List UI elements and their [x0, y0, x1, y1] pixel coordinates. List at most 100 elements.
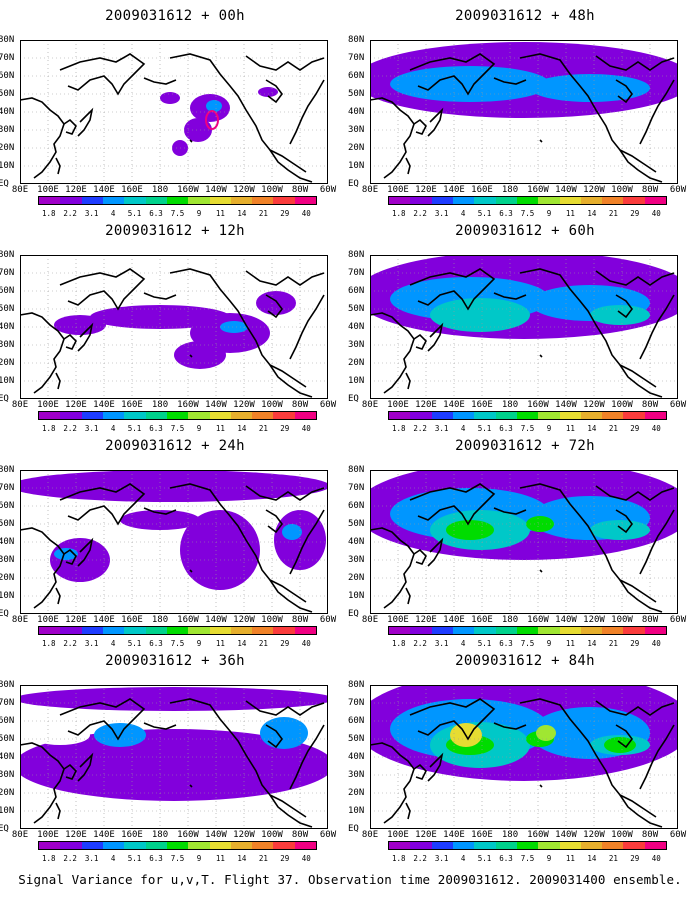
coastline: [619, 794, 663, 828]
map-panel: 2009031612 + 48h 80N 70N 60N 50N 40N 30N 20N 10N…: [348, 0, 700, 222]
colorbar: [388, 841, 667, 850]
colorbar-label: 4: [460, 424, 466, 433]
map-panel: 2009031612 + 84h 80N 70N 60N 50N 40N 30N 20N 10N…: [348, 645, 700, 867]
latitude-label: 40N: [348, 322, 365, 332]
latitude-label: EQ: [0, 179, 9, 189]
latitude-label: 40N: [0, 107, 15, 117]
colorbar-label: 7.5: [520, 209, 535, 218]
colorbar-swatch: [602, 842, 624, 849]
colorbar-label: 14: [237, 424, 247, 433]
colorbar-label: 14: [587, 639, 597, 648]
coastline: [143, 77, 177, 85]
colorbar-label: 9: [546, 424, 552, 433]
coastline: [269, 579, 313, 613]
map-panel: 2009031612 + 36h 80N 70N 60N 50N 40N 30N 20N 10N…: [0, 645, 350, 867]
coastline: [519, 53, 657, 173]
longitude-label: 80W: [291, 615, 309, 625]
coastline: [169, 483, 307, 603]
colorbar-label: 7.5: [520, 639, 535, 648]
colorbar-label: 9: [546, 639, 552, 648]
latitude-label: 70N: [0, 698, 15, 708]
coastline: [77, 752, 94, 782]
coastline: [595, 270, 675, 286]
colorbar-swatch: [623, 412, 645, 419]
coastline: [265, 724, 283, 749]
colorbar-label: 11: [215, 854, 225, 863]
latitude-label: 10N: [348, 376, 365, 386]
coastline: [20, 527, 65, 609]
coastline: [370, 742, 415, 824]
coastline: [493, 507, 527, 515]
colorbar: [38, 411, 317, 420]
latitude-label: 10N: [348, 806, 365, 816]
coastline: [63, 118, 77, 135]
longitude-label: 120W: [233, 830, 255, 840]
colorbar-swatch: [252, 412, 274, 419]
latitude-label: 30N: [0, 340, 15, 350]
variance-map: [20, 685, 328, 829]
latitude-label: 60N: [0, 71, 15, 81]
latitude-label: 20N: [348, 143, 365, 153]
colorbar: [388, 411, 667, 420]
colorbar-swatch: [580, 842, 603, 849]
longitude-label: 80W: [291, 185, 309, 195]
colorbar-label: 4: [460, 854, 466, 863]
colorbar-label: 1.8: [391, 424, 406, 433]
longitude-label: 180: [501, 830, 519, 840]
colorbar-swatch: [230, 197, 253, 204]
longitude-label: 140E: [93, 830, 115, 840]
colorbar-swatch: [39, 842, 61, 849]
colorbar-label: 2.2: [63, 854, 77, 863]
colorbar-label: 6.3: [149, 424, 163, 433]
longitude-label: 120E: [65, 400, 87, 410]
colorbar-label: 9: [196, 209, 202, 218]
colorbar-swatch: [230, 842, 253, 849]
colorbar-swatch: [538, 197, 560, 204]
colorbar-swatch: [495, 412, 517, 419]
variance-map: [20, 40, 328, 184]
longitude-label: 120E: [415, 615, 437, 625]
colorbar-swatch: [474, 412, 496, 419]
coastline: [539, 784, 543, 788]
colorbar-swatch: [102, 842, 125, 849]
longitude-label: 160E: [471, 400, 493, 410]
map-frame: 80N 70N 60N 50N 40N 30N 20N 10N EQ 80E 100E 120E 140…: [0, 681, 336, 841]
colorbar-label: 21: [258, 854, 268, 863]
colorbar-swatch: [209, 197, 231, 204]
colorbar-swatch: [60, 412, 82, 419]
longitude-label: 140W: [555, 615, 577, 625]
colorbar-label: 3.1: [84, 639, 99, 648]
colorbar-swatch: [389, 412, 411, 419]
colorbar-label: 6.3: [149, 854, 163, 863]
colorbar-swatch: [474, 842, 496, 849]
colorbar-swatch: [252, 197, 274, 204]
colorbar-label: 5.1: [127, 639, 142, 648]
coastline: [20, 742, 65, 824]
longitude-label: 80E: [11, 615, 29, 625]
colorbar-label: 11: [215, 639, 225, 648]
longitude-label: 140W: [205, 185, 227, 195]
longitude-label: 120W: [583, 185, 605, 195]
map-frame: 80N 70N 60N 50N 40N 30N 20N 10N EQ 80E 100E 120E 140…: [348, 466, 686, 626]
colorbar-label: 14: [237, 639, 247, 648]
colorbar-label: 6.3: [499, 424, 513, 433]
colorbar-label: 4: [110, 854, 116, 863]
colorbar-label: 11: [565, 209, 575, 218]
colorbar-swatch: [145, 197, 167, 204]
coastline: [409, 698, 496, 741]
coastline: [639, 79, 675, 145]
coastline: [639, 294, 675, 360]
coastline: [405, 802, 411, 820]
longitude-label: 60W: [669, 185, 687, 195]
coastline: [427, 752, 444, 782]
colorbar-swatch: [431, 842, 453, 849]
map-frame: 80N 70N 60N 50N 40N 30N 20N 10N EQ 80E 100E 120E 140…: [0, 251, 336, 411]
longitude-label: 100E: [37, 185, 59, 195]
colorbar-swatch: [81, 627, 103, 634]
colorbar-label: 9: [196, 639, 202, 648]
colorbar-label: 40: [301, 424, 311, 433]
coastline: [409, 268, 496, 311]
colorbar-label: 29: [630, 424, 640, 433]
latitude-label: 60N: [0, 501, 15, 511]
latitude-label: 50N: [348, 89, 365, 99]
